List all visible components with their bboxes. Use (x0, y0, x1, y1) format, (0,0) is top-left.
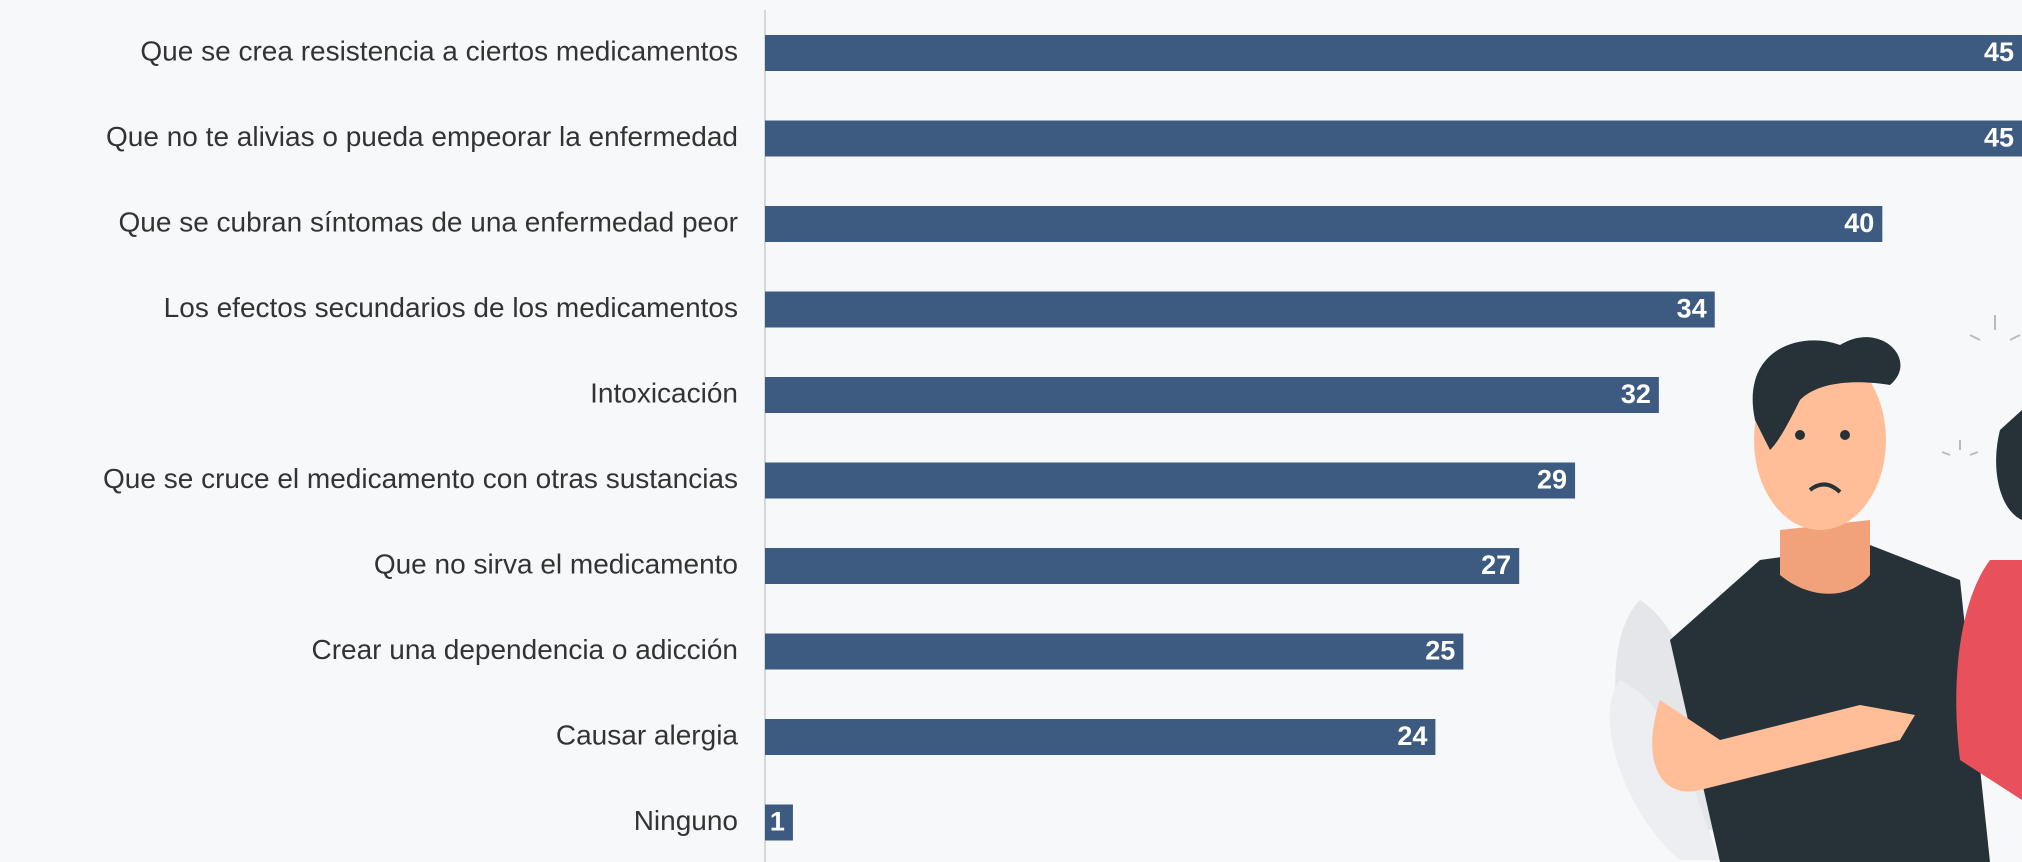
value-label: 45 (1984, 37, 2014, 67)
eye (1795, 430, 1805, 440)
category-label: Que se crea resistencia a ciertos medica… (140, 35, 738, 66)
neck (1780, 520, 1870, 594)
value-label: 29 (1537, 465, 1567, 495)
bar (765, 804, 793, 841)
category-label: Intoxicación (590, 377, 738, 408)
value-label: 34 (1677, 294, 1707, 324)
category-label: Que no te alivias o pueda empeorar la en… (106, 121, 738, 152)
category-label: Que se cubran síntomas de una enfermedad… (119, 206, 739, 237)
mouth (1808, 482, 1842, 494)
eye (1840, 430, 1850, 440)
bar (765, 291, 1715, 328)
bar (765, 462, 1576, 499)
value-label: 45 (1984, 123, 2014, 153)
sparkles (1941, 315, 2021, 456)
shirt (1670, 545, 1990, 862)
illustration (1609, 315, 2022, 862)
category-label: Que se cruce el medicamento con otras su… (103, 463, 738, 494)
value-label: 1 (770, 807, 785, 837)
bar (765, 120, 2022, 157)
value-label: 24 (1397, 721, 1427, 751)
category-label: Los efectos secundarios de los medicamen… (164, 292, 738, 323)
category-label: Causar alergia (556, 719, 739, 750)
bar (765, 35, 2022, 71)
category-label: Que no sirva el medicamento (374, 548, 738, 579)
value-label: 40 (1844, 208, 1874, 238)
bar (765, 377, 1659, 413)
bar (765, 719, 1436, 755)
category-label: Crear una dependencia o adicción (311, 634, 738, 665)
woman-shirt (1956, 560, 2022, 800)
bar (765, 548, 1520, 584)
bar (765, 206, 1883, 242)
category-label: Ninguno (634, 805, 738, 836)
bars: Que se crea resistencia a ciertos medica… (103, 35, 2022, 841)
woman-hair (1996, 410, 2022, 520)
value-label: 27 (1481, 550, 1511, 580)
arm (1652, 700, 1915, 792)
value-label: 32 (1621, 379, 1651, 409)
bar (765, 633, 1464, 670)
value-label: 25 (1425, 636, 1455, 666)
hair (1752, 337, 1901, 450)
